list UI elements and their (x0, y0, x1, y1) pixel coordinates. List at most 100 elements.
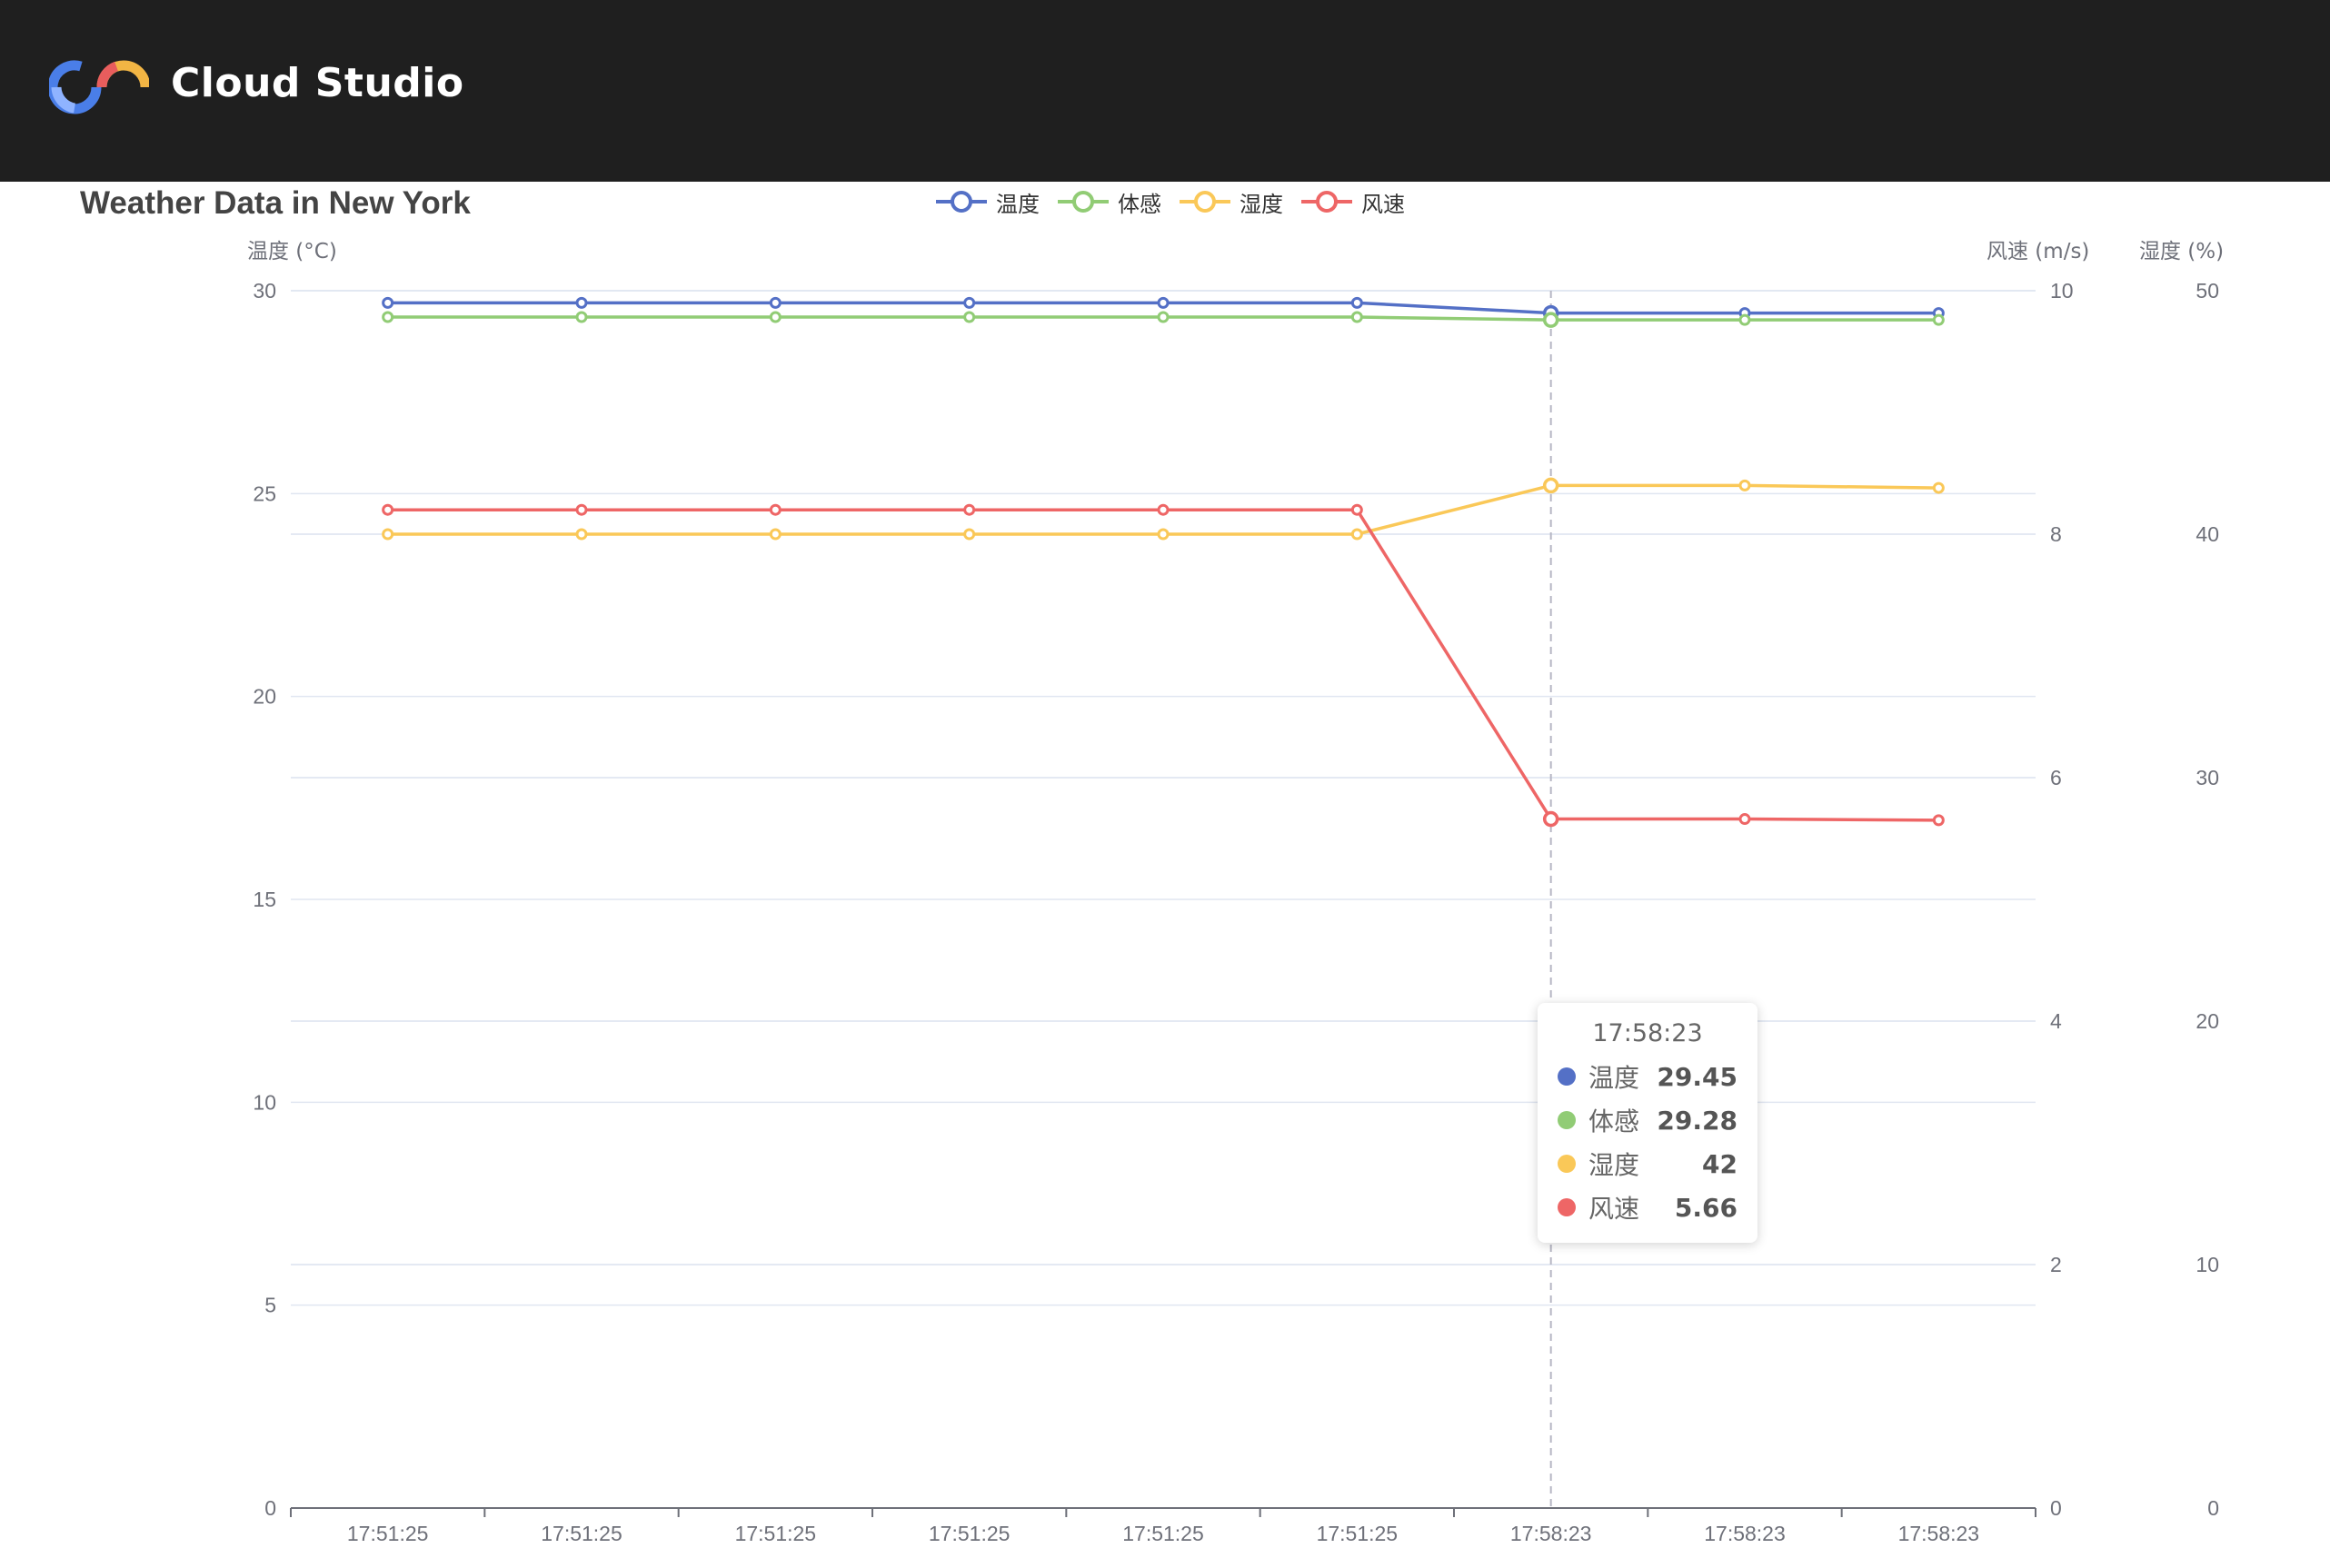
tooltip-row: 温度 29.45 (1558, 1055, 1738, 1098)
data-point (769, 503, 782, 516)
data-point (1932, 313, 1945, 326)
legend-line-icon (1180, 191, 1230, 213)
data-point (1542, 312, 1559, 328)
x-tick-label: 17:58:23 (1510, 1522, 1592, 1545)
tooltip-row: 体感 29.28 (1558, 1098, 1738, 1142)
data-point (1350, 296, 1363, 309)
y-left-tick-label: 0 (264, 1496, 276, 1520)
data-point (1350, 311, 1363, 323)
cloud-studio-logo-icon (49, 60, 149, 114)
data-point (963, 528, 976, 541)
legend-item-temperature[interactable]: 温度 (936, 186, 1040, 218)
data-point (1157, 311, 1170, 323)
x-tick-label: 17:58:23 (1704, 1522, 1786, 1545)
data-point (1738, 479, 1751, 491)
y-right-tick-label: 2 (2050, 1253, 2062, 1276)
tooltip-series-value: 5.66 (1674, 1192, 1738, 1223)
tooltip-series-value: 29.45 (1657, 1061, 1738, 1092)
data-point (1157, 296, 1170, 309)
data-point (1542, 810, 1559, 828)
tooltip-row: 风速 5.66 (1558, 1186, 1738, 1229)
series-dot-icon (1558, 1111, 1576, 1129)
app-name: Cloud Studio (171, 59, 464, 106)
chart-title: Weather Data in New York (80, 185, 471, 221)
data-point (1932, 814, 1945, 827)
legend-label: 湿度 (1240, 191, 1283, 217)
y-outer-tick-label: 10 (2196, 1253, 2219, 1276)
data-point (1738, 313, 1751, 326)
data-point (382, 296, 394, 309)
legend-item-feels-like[interactable]: 体感 (1058, 186, 1161, 218)
data-point (963, 503, 976, 516)
y-right-tick-label: 6 (2050, 766, 2062, 789)
legend-label: 风速 (1361, 191, 1405, 217)
data-point (963, 311, 976, 323)
legend-label: 体感 (1118, 191, 1161, 217)
x-tick-label: 17:51:25 (929, 1522, 1011, 1545)
x-tick-label: 17:51:25 (347, 1522, 429, 1545)
tooltip-row: 湿度 42 (1558, 1142, 1738, 1186)
legend-label: 温度 (996, 191, 1040, 217)
legend-item-wind-speed[interactable]: 风速 (1301, 186, 1405, 218)
data-point (575, 503, 588, 516)
y-left-tick-label: 20 (253, 685, 276, 709)
data-point (1542, 477, 1559, 494)
y-left-tick-label: 15 (253, 888, 276, 911)
data-point (575, 311, 588, 323)
y-left-axis-name: 温度 (°C) (247, 240, 337, 263)
y-left-tick-label: 25 (253, 481, 276, 505)
data-point (575, 528, 588, 541)
chart-tooltip: 17:58:23 温度 29.45 体感 29.28 湿度 42 风速 5.66 (1538, 1003, 1757, 1243)
legend-line-icon (936, 191, 987, 213)
y-right-axis-name: 风速 (m/s) (1986, 240, 2089, 263)
y-left-tick-label: 5 (264, 1294, 276, 1317)
x-tick-label: 17:51:25 (1317, 1522, 1399, 1545)
data-point (1932, 481, 1945, 494)
x-tick-label: 17:51:25 (735, 1522, 817, 1545)
data-point (1157, 503, 1170, 516)
data-point (575, 296, 588, 309)
y-outer-axis-name: 湿度 (%) (2139, 240, 2224, 263)
y-outer-tick-label: 20 (2196, 1009, 2219, 1033)
series-dot-icon (1558, 1155, 1576, 1173)
data-point (382, 528, 394, 541)
data-point (1350, 528, 1363, 541)
data-point (1157, 528, 1170, 541)
series-dot-icon (1558, 1067, 1576, 1086)
brand[interactable]: Cloud Studio (49, 51, 464, 114)
data-point (769, 528, 782, 541)
x-tick-label: 17:51:25 (541, 1522, 622, 1545)
y-outer-tick-label: 0 (2207, 1496, 2219, 1520)
data-point (382, 503, 394, 516)
data-point (769, 296, 782, 309)
data-point (1350, 503, 1363, 516)
y-right-tick-label: 4 (2050, 1009, 2062, 1033)
tooltip-title: 17:58:23 (1592, 1019, 1703, 1047)
tooltip-series-value: 29.28 (1657, 1105, 1738, 1136)
series-dot-icon (1558, 1198, 1576, 1216)
y-right-tick-label: 0 (2050, 1496, 2062, 1520)
y-right-tick-label: 10 (2050, 279, 2074, 303)
y-right-tick-label: 8 (2050, 522, 2062, 546)
chart-legend: 温度 体感 湿度 风速 (936, 186, 1405, 217)
y-outer-tick-label: 30 (2196, 766, 2219, 789)
y-outer-tick-label: 40 (2196, 522, 2219, 546)
tooltip-series-name: 体感 (1588, 1107, 1640, 1136)
y-left-tick-label: 10 (253, 1090, 276, 1114)
legend-line-icon (1301, 191, 1352, 213)
data-point (769, 311, 782, 323)
tooltip-series-name: 湿度 (1588, 1150, 1640, 1180)
legend-line-icon (1058, 191, 1109, 213)
data-point (963, 296, 976, 309)
data-point (1738, 813, 1751, 826)
tooltip-series-value: 42 (1702, 1148, 1738, 1179)
y-left-tick-label: 30 (253, 279, 276, 303)
tooltip-series-name: 风速 (1588, 1194, 1640, 1224)
legend-item-humidity[interactable]: 湿度 (1180, 186, 1283, 218)
app-header: Cloud Studio (0, 0, 2330, 182)
x-tick-label: 17:51:25 (1122, 1522, 1204, 1545)
y-outer-tick-label: 50 (2196, 279, 2219, 303)
x-tick-label: 17:58:23 (1898, 1522, 1980, 1545)
data-point (382, 311, 394, 323)
